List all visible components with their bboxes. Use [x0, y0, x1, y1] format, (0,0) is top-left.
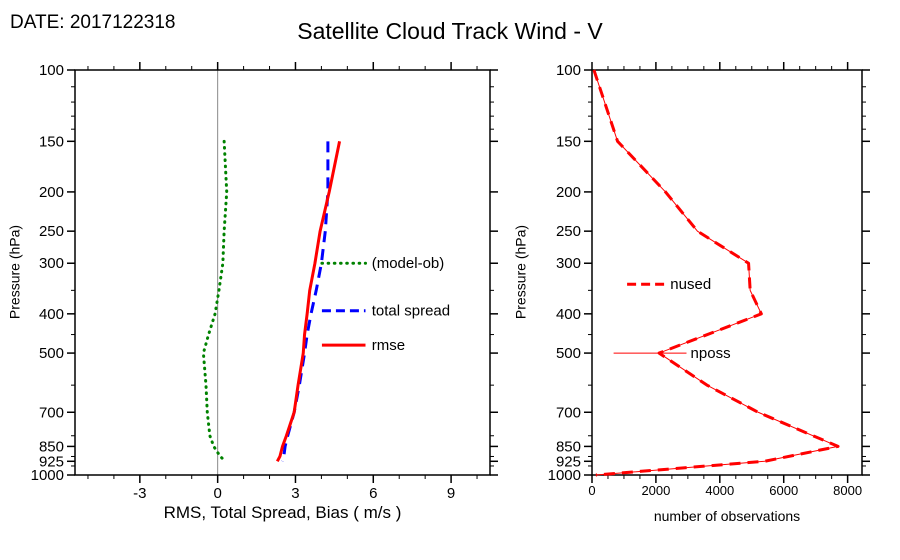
svg-text:250: 250	[39, 223, 64, 240]
svg-text:nposs: nposs	[691, 345, 731, 362]
svg-text:6: 6	[369, 485, 377, 502]
svg-text:400: 400	[39, 306, 64, 323]
date-label: DATE: 2017122318	[10, 12, 176, 33]
svg-text:2000: 2000	[641, 483, 670, 498]
svg-text:100: 100	[556, 62, 581, 79]
svg-text:250: 250	[556, 223, 581, 240]
svg-text:3: 3	[291, 485, 299, 502]
svg-text:300: 300	[556, 255, 581, 272]
right-y-axis-label: Pressure (hPa)	[512, 224, 529, 320]
svg-text:-3: -3	[133, 485, 146, 502]
svg-text:6000: 6000	[769, 483, 798, 498]
svg-text:4000: 4000	[705, 483, 734, 498]
svg-text:700: 700	[556, 404, 581, 421]
left-y-axis-label: Pressure (hPa)	[6, 224, 23, 320]
svg-text:850: 850	[556, 438, 581, 455]
svg-text:100: 100	[39, 62, 64, 79]
svg-text:9: 9	[447, 485, 455, 502]
svg-text:total spread: total spread	[372, 303, 450, 320]
svg-text:300: 300	[39, 255, 64, 272]
svg-text:925: 925	[556, 453, 581, 470]
svg-text:1000: 1000	[31, 467, 64, 484]
svg-text:200: 200	[556, 184, 581, 201]
svg-text:(model-ob): (model-ob)	[372, 255, 445, 272]
svg-text:0: 0	[213, 485, 221, 502]
right-x-axis-label: number of observations	[653, 508, 801, 524]
svg-text:150: 150	[556, 133, 581, 150]
svg-text:0: 0	[588, 483, 595, 498]
svg-text:925: 925	[39, 453, 64, 470]
left-x-axis-label: RMS, Total Spread, Bias ( m/s )	[163, 503, 402, 522]
svg-text:400: 400	[556, 306, 581, 323]
svg-text:8000: 8000	[833, 483, 862, 498]
page-title: Satellite Cloud Track Wind - V	[297, 18, 603, 44]
svg-text:1000: 1000	[548, 467, 581, 484]
svg-text:700: 700	[39, 404, 64, 421]
svg-text:nused: nused	[670, 276, 711, 293]
svg-text:150: 150	[39, 133, 64, 150]
svg-text:200: 200	[39, 184, 64, 201]
svg-text:500: 500	[556, 345, 581, 362]
svg-text:500: 500	[39, 345, 64, 362]
svg-text:850: 850	[39, 438, 64, 455]
svg-text:rmse: rmse	[372, 337, 405, 354]
